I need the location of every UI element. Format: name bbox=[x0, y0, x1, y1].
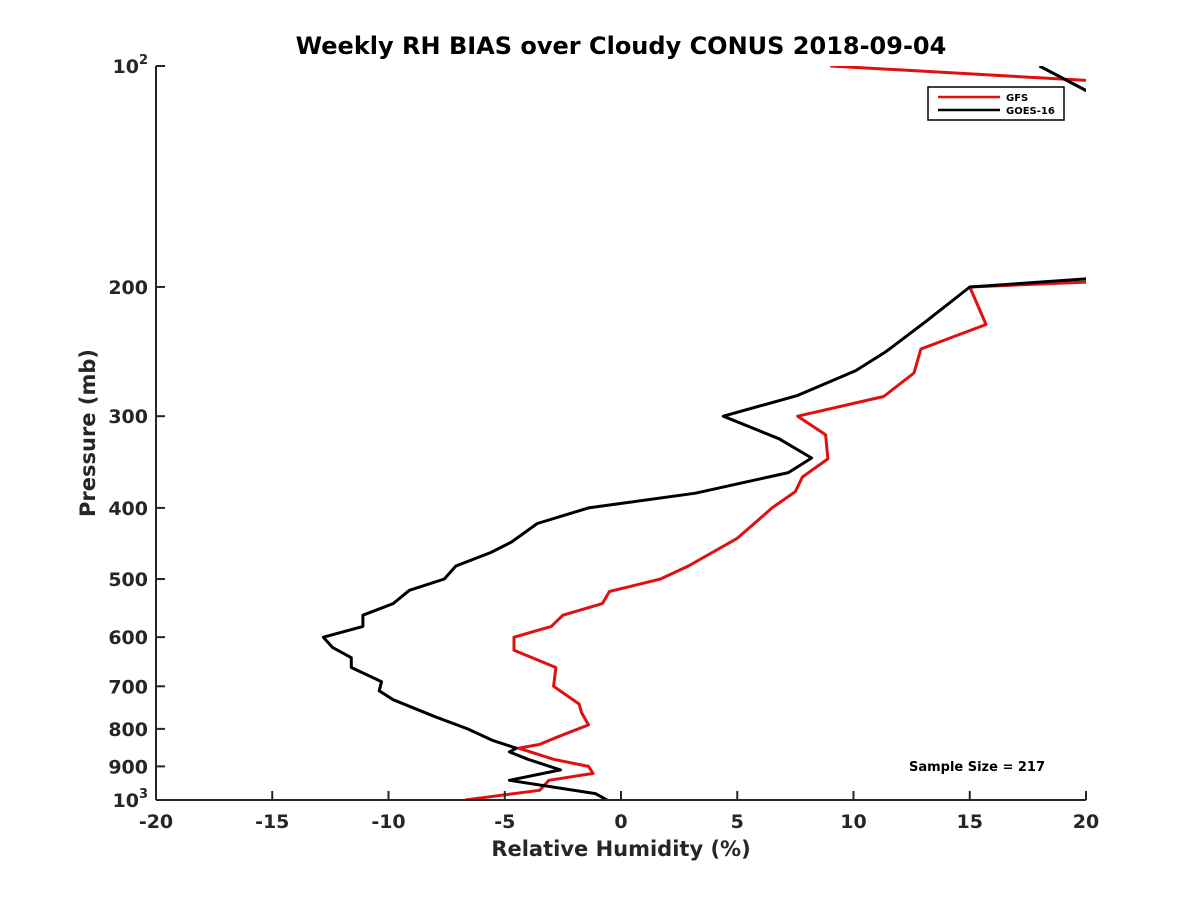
y-tick-label: 400 bbox=[108, 498, 148, 520]
x-axis-label: Relative Humidity (%) bbox=[491, 837, 750, 861]
y-tick-label: 500 bbox=[108, 569, 148, 591]
y-tick-label: 300 bbox=[108, 406, 148, 428]
legend-label-gfs: GFS bbox=[1006, 93, 1028, 104]
y-tick-label: 800 bbox=[108, 719, 148, 741]
sample-size-annotation: Sample Size = 217 bbox=[909, 760, 1045, 775]
series-line-goes-16 bbox=[321, 66, 1086, 800]
legend: GFS GOES-16 bbox=[927, 86, 1065, 121]
y-tick-label: 102 bbox=[113, 53, 149, 78]
ticks-layer: -20 -15 -10 -5 0 5 10 15 20 102 200 300 400 500 600 700… bbox=[108, 53, 1099, 833]
x-tick-label: 0 bbox=[614, 811, 627, 833]
y-tick-label: 200 bbox=[108, 277, 148, 299]
y-tick-label: 103 bbox=[113, 787, 149, 812]
x-tick-label: -5 bbox=[494, 811, 515, 833]
x-tick-label: -15 bbox=[255, 811, 289, 833]
x-tick-label: 10 bbox=[840, 811, 866, 833]
x-tick-label: 20 bbox=[1073, 811, 1099, 833]
y-axis-label: Pressure (mb) bbox=[76, 349, 100, 517]
series-layer bbox=[321, 66, 1086, 800]
y-tick-label: 600 bbox=[108, 627, 148, 649]
y-tick-label: 700 bbox=[108, 676, 148, 698]
legend-label-goes16: GOES-16 bbox=[1006, 106, 1055, 117]
x-tick-label: 5 bbox=[731, 811, 744, 833]
y-tick-label: 900 bbox=[108, 756, 148, 778]
x-tick-label: -20 bbox=[139, 811, 173, 833]
legend-box bbox=[927, 86, 1065, 121]
chart-title: Weekly RH BIAS over Cloudy CONUS 2018-09… bbox=[296, 32, 947, 60]
series-line-gfs bbox=[465, 66, 1086, 800]
x-tick-label: -10 bbox=[371, 811, 405, 833]
x-tick-label: 15 bbox=[957, 811, 983, 833]
